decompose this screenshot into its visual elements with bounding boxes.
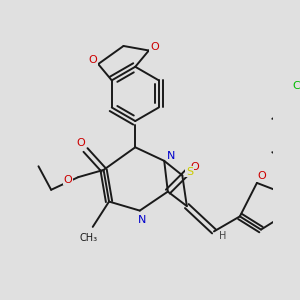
Text: O: O xyxy=(88,56,97,65)
Text: N: N xyxy=(167,151,175,161)
Text: O: O xyxy=(63,175,72,185)
Text: S: S xyxy=(186,167,193,177)
Text: Cl: Cl xyxy=(292,81,300,91)
Text: O: O xyxy=(257,171,266,181)
Text: O: O xyxy=(190,162,199,172)
Text: O: O xyxy=(76,138,85,148)
Text: H: H xyxy=(219,231,227,241)
Text: N: N xyxy=(138,215,147,225)
Text: O: O xyxy=(150,42,159,52)
Text: CH₃: CH₃ xyxy=(79,233,97,243)
